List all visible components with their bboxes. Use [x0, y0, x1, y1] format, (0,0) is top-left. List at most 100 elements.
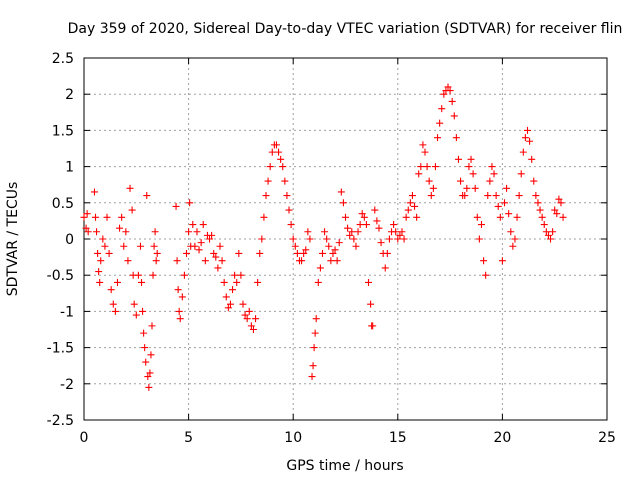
data-point: [241, 311, 249, 319]
data-point: [150, 242, 158, 250]
data-point: [469, 170, 477, 178]
data-point: [226, 300, 234, 308]
x-tick-label: 15: [389, 430, 407, 446]
data-point: [427, 192, 435, 200]
data-point: [505, 210, 513, 218]
data-point: [147, 351, 155, 359]
data-point: [344, 224, 352, 232]
data-point: [402, 213, 410, 221]
data-point: [467, 155, 475, 163]
data-point: [314, 278, 322, 286]
data-point: [450, 112, 458, 120]
data-point: [264, 177, 272, 185]
data-point: [471, 184, 479, 192]
data-point: [342, 213, 349, 221]
data-point: [356, 221, 364, 229]
data-point: [434, 134, 442, 142]
data-point: [325, 242, 333, 250]
data-point: [507, 228, 515, 236]
data-points: [80, 83, 567, 391]
data-point: [120, 242, 128, 250]
data-point: [477, 221, 485, 229]
data-point: [218, 257, 226, 265]
data-point: [146, 369, 154, 377]
data-point: [94, 249, 102, 257]
y-tick-label: 2: [65, 87, 74, 103]
data-point: [377, 239, 385, 247]
data-point: [465, 163, 473, 171]
data-point: [348, 228, 356, 236]
data-point: [272, 141, 280, 149]
data-point: [446, 87, 454, 95]
data-point: [475, 235, 483, 243]
data-point: [141, 344, 149, 352]
data-point: [172, 202, 180, 210]
chart-grid: [84, 58, 607, 420]
data-point: [484, 192, 492, 200]
data-point: [95, 268, 103, 276]
data-point: [208, 231, 216, 239]
data-point: [494, 202, 502, 210]
data-point: [413, 213, 421, 221]
data-point: [176, 315, 184, 323]
y-axis-label: SDTVAR / TECUs: [5, 182, 21, 297]
data-point: [247, 322, 255, 330]
y-tick-label: -2: [60, 377, 74, 393]
data-point: [302, 246, 310, 254]
data-point: [309, 362, 317, 370]
data-point: [496, 213, 504, 221]
data-point: [431, 163, 439, 171]
data-point: [509, 242, 517, 250]
y-tick-label: 0.5: [52, 196, 74, 212]
data-point: [452, 134, 460, 142]
data-point: [149, 271, 157, 279]
data-point: [544, 231, 552, 239]
data-point: [500, 199, 508, 207]
data-point: [503, 184, 511, 192]
data-point: [542, 228, 550, 236]
data-point: [97, 257, 105, 265]
data-point: [367, 300, 375, 308]
x-tick-label: 25: [598, 430, 616, 446]
data-point: [365, 278, 373, 286]
data-point: [216, 242, 224, 250]
data-point: [440, 90, 448, 98]
data-point: [415, 170, 423, 178]
data-point: [521, 134, 529, 142]
data-point: [540, 221, 548, 229]
data-point: [210, 249, 218, 257]
data-point: [350, 235, 358, 243]
data-point: [239, 300, 247, 308]
data-point: [473, 213, 481, 221]
data-point: [390, 221, 398, 229]
x-tick-label: 5: [184, 430, 193, 446]
data-point: [116, 224, 124, 232]
data-point: [143, 192, 151, 200]
data-point: [201, 257, 209, 265]
data-point: [323, 235, 331, 243]
data-point: [260, 213, 268, 221]
data-point: [84, 228, 92, 236]
y-tick-label: 2.5: [52, 51, 74, 67]
data-point: [383, 249, 391, 257]
data-point: [262, 192, 270, 200]
data-point: [268, 148, 276, 156]
data-point: [482, 271, 490, 279]
data-point: [101, 242, 109, 250]
data-point: [183, 249, 191, 257]
data-point: [511, 235, 519, 243]
data-point: [199, 221, 207, 229]
data-point: [454, 155, 462, 163]
data-point: [93, 228, 101, 236]
data-point: [140, 329, 148, 337]
data-point: [224, 304, 232, 312]
y-tick-label: -1: [60, 304, 74, 320]
data-point: [488, 163, 496, 171]
data-point: [333, 257, 341, 265]
data-point: [385, 235, 393, 243]
data-point: [275, 148, 283, 156]
data-point: [515, 192, 523, 200]
data-point: [191, 242, 199, 250]
data-point: [136, 242, 144, 250]
